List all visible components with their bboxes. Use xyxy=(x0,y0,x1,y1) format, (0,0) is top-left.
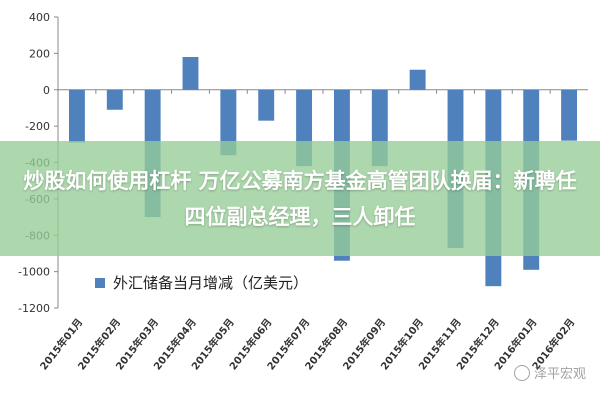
legend-label: 外汇储备当月增减（亿美元） xyxy=(113,274,308,292)
legend-swatch xyxy=(95,278,105,288)
headline-text[interactable]: 炒股如何使用杠杆 万亿公募南方基金高管团队换届：新聘任四位副总经理，三人卸任 xyxy=(23,168,577,229)
y-tick-label-3: -200 xyxy=(25,120,50,133)
y-tick-label-7: -1000 xyxy=(18,266,50,279)
bar-13 xyxy=(561,89,578,141)
bar-0 xyxy=(68,89,85,143)
bar-5 xyxy=(258,89,275,121)
y-tick-label-1: 200 xyxy=(29,47,50,60)
y-tick-label-8: -1200 xyxy=(18,302,50,315)
wechat-icon xyxy=(513,364,530,381)
bar-4 xyxy=(220,89,237,156)
headline-banner[interactable]: 炒股如何使用杠杆 万亿公募南方基金高管团队换届：新聘任四位副总经理，三人卸任 xyxy=(0,141,600,256)
y-tick-label-2: 0 xyxy=(43,84,50,97)
watermark-text: 泽平宏观 xyxy=(533,367,586,382)
watermark: 泽平宏观 xyxy=(513,363,586,382)
bar-1 xyxy=(106,89,123,110)
bar-9 xyxy=(409,69,426,90)
bar-3 xyxy=(182,57,199,90)
y-tick-label-0: 400 xyxy=(29,11,50,24)
